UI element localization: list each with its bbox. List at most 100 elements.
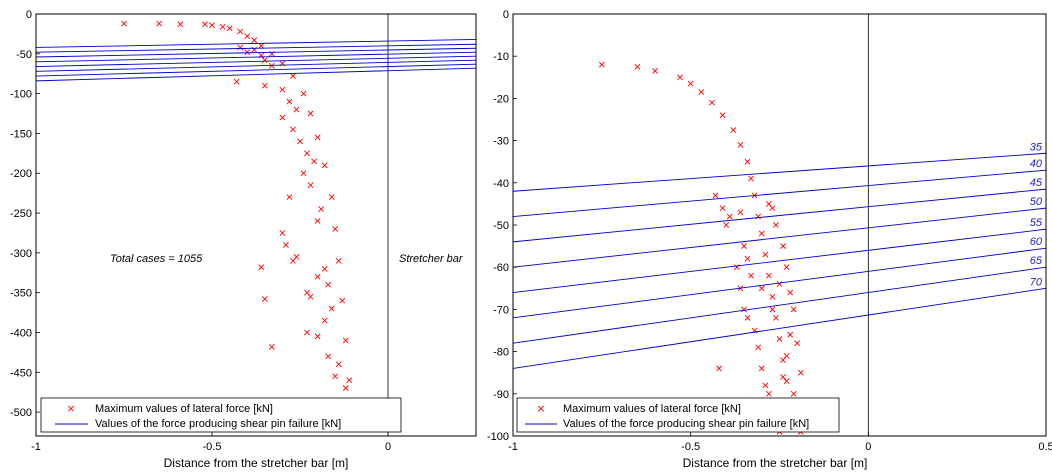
- left-lateral-force-point-17: [321, 162, 328, 169]
- right-y-tick-label-1: -10: [493, 51, 509, 63]
- left-lateral-force-point-49: [290, 257, 296, 264]
- left-lateral-force-point-63: [335, 361, 342, 368]
- right-shear-pin-line-3: [512, 207, 1047, 268]
- left-lateral-force-point-2: [177, 21, 184, 28]
- right-lateral-force-point-59: [765, 200, 772, 207]
- left-annotation-total-cases: Total cases = 1055: [110, 253, 203, 265]
- right-shear-pin-line-2: [512, 188, 1047, 243]
- right-shear-pin-line-7: [512, 287, 1047, 369]
- left-shear-pin-line-3: [35, 51, 477, 63]
- right-shear-pin-line-label-6: 65: [1030, 255, 1043, 267]
- left-x-tick-label-1: -0.5: [203, 441, 222, 453]
- left-lateral-force-point-37: [290, 126, 296, 133]
- left-lateral-force-point-1: [156, 20, 163, 27]
- left-lateral-force-point-5: [219, 23, 226, 30]
- right-shear-pin-line-label-3: 50: [1030, 196, 1043, 208]
- right-lateral-force-point-37: [744, 314, 751, 321]
- right-shear-pin-line-label-1: 40: [1030, 158, 1043, 170]
- right-y-tick-label-7: -70: [493, 304, 509, 316]
- right-lateral-force-point-19: [776, 336, 783, 342]
- right-lateral-force-point-39: [755, 344, 762, 351]
- left-x-axis-label: Distance from the stretcher bar [m]: [164, 456, 349, 470]
- right-lateral-force-point-8: [730, 127, 737, 133]
- right-lateral-force-point-33: [769, 306, 776, 313]
- right-lateral-force-point-55: [783, 264, 790, 271]
- right-lateral-force-point-29: [741, 243, 747, 250]
- left-lateral-force-point-23: [346, 377, 353, 384]
- left-lateral-force-point-22: [342, 337, 349, 344]
- left-lateral-force-point-64: [332, 373, 339, 380]
- right-lateral-force-point-10: [744, 158, 751, 165]
- right-lateral-force-point-31: [748, 272, 754, 279]
- right-lateral-force-point-18: [773, 314, 779, 321]
- right-shear-pin-line-label-2: 45: [1030, 177, 1043, 189]
- left-lateral-force-point-65: [342, 385, 349, 392]
- right-lateral-force-point-7: [719, 112, 726, 119]
- right-lateral-force-point-24: [712, 192, 719, 199]
- right-x-axis-label: Distance from the stretcher bar [m]: [683, 456, 868, 470]
- left-lateral-force-point-26: [244, 49, 251, 56]
- right-shear-pin-line-0: [512, 152, 1047, 192]
- left-y-tick-label-0: 0: [26, 9, 32, 21]
- right-legend: × Maximum values of lateral force [kN] V…: [516, 397, 840, 433]
- left-lateral-force-point-52: [314, 273, 321, 280]
- left-shear-pin-line-1: [35, 43, 477, 53]
- right-y-tick-label-9: -90: [493, 389, 509, 401]
- left-lateral-force-point-20: [335, 257, 342, 264]
- right-lateral-force-point-51: [790, 390, 797, 397]
- right-lateral-force-point-9: [737, 141, 744, 148]
- left-lateral-force-point-45: [314, 218, 321, 224]
- right-shear-pin-line-label-4: 55: [1030, 217, 1043, 229]
- right-y-tick-label-4: -40: [493, 178, 509, 190]
- right-legend-entry-shear-pin: Values of the force producing shear pin …: [563, 418, 809, 430]
- right-y-tick-label-8: -80: [493, 347, 509, 359]
- left-lateral-force-point-60: [314, 333, 321, 340]
- right-lateral-force-point-26: [723, 222, 730, 228]
- left-y-tick-label-10: -500: [10, 407, 32, 419]
- left-y-tick-label-4: -200: [10, 168, 32, 180]
- left-lateral-force-point-3: [202, 21, 208, 28]
- left-lateral-force-point-58: [321, 317, 328, 324]
- left-lateral-force-point-62: [325, 353, 332, 360]
- right-shear-pin-line-label-0: 35: [1030, 141, 1043, 153]
- right-shear-pin-line-label-5: 60: [1030, 236, 1043, 248]
- right-lateral-force-point-30: [744, 255, 751, 262]
- left-shear-pin-line-0: [35, 39, 477, 48]
- left-lateral-force-point-33: [279, 86, 286, 93]
- right-lateral-force-point-49: [794, 340, 801, 347]
- right-lateral-force-point-21: [783, 378, 790, 385]
- right-lateral-force-point-48: [787, 331, 794, 338]
- left-lateral-force-point-25: [237, 44, 244, 51]
- left-lateral-force-point-8: [244, 33, 251, 40]
- left-lateral-force-point-61: [268, 343, 275, 350]
- right-lateral-force-point-57: [773, 222, 779, 228]
- right-lateral-force-point-25: [719, 205, 726, 212]
- right-y-tick-label-6: -60: [493, 262, 509, 274]
- right-lateral-force-point-20: [780, 357, 786, 363]
- left-lateral-force-point-41: [300, 170, 307, 177]
- left-legend-entry-shear-pin: Values of the force producing shear pin …: [95, 418, 341, 430]
- left-legend: × Maximum values of lateral force [kN] V…: [40, 397, 402, 433]
- right-lateral-force-point-6: [709, 99, 715, 106]
- right-lateral-force-point-36: [741, 306, 747, 313]
- right-lateral-force-point-0: [598, 61, 605, 68]
- right-legend-box: [516, 397, 840, 433]
- left-lateral-force-point-35: [293, 106, 300, 113]
- left-shear-pin-line-6: [35, 63, 477, 77]
- left-lateral-force-point-59: [304, 329, 310, 336]
- right-lateral-force-point-54: [787, 289, 794, 296]
- left-lateral-force-point-40: [311, 158, 317, 165]
- left-lateral-force-point-36: [279, 114, 286, 121]
- right-lateral-force-point-17: [769, 293, 776, 300]
- left-lateral-force-point-51: [258, 264, 265, 271]
- left-y-tick-label-1: -50: [16, 49, 32, 61]
- left-legend-entry-lateral-force: Maximum values of lateral force [kN]: [95, 403, 273, 415]
- right-lateral-force-point-15: [762, 251, 769, 258]
- right-shear-pin-line-1: [512, 169, 1047, 218]
- left-lateral-force-point-53: [325, 281, 332, 288]
- left-chart: -1 -0.5 0 0 -50 -100 -150 -200 -250 -300 -350 -400 -…: [10, 9, 477, 470]
- left-lateral-force-point-13: [290, 73, 296, 80]
- left-lateral-force-point-42: [307, 182, 314, 189]
- right-shear-pin-line-label-7: 70: [1030, 276, 1043, 288]
- left-legend-marker-x: ×: [66, 402, 75, 415]
